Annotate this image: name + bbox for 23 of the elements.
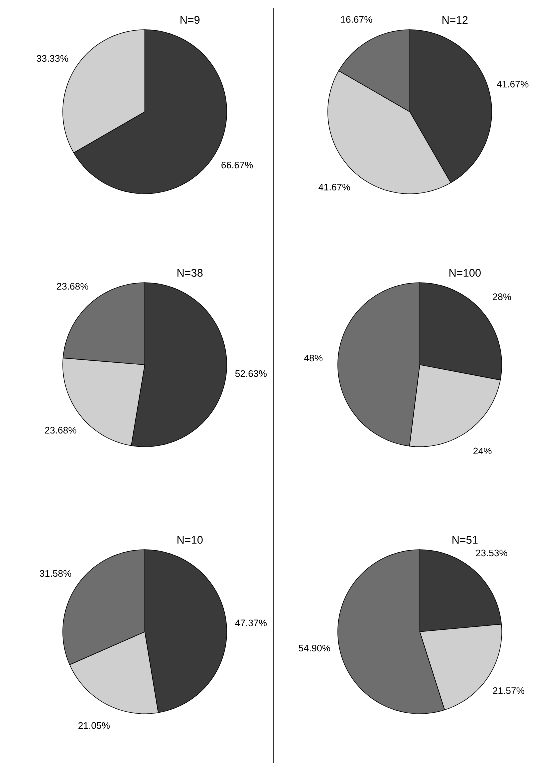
data-label: 41.67%: [497, 81, 529, 88]
data-label: 23.53%: [476, 550, 508, 557]
chart-title: N=38: [178, 269, 203, 278]
chart-title: N=9: [180, 16, 200, 24]
data-label: 31.58%: [40, 570, 72, 578]
data-label: 54.90%: [298, 644, 330, 652]
data-label: 33.33%: [36, 55, 68, 62]
chart-title: N=10: [178, 536, 203, 544]
data-label: 21.57%: [493, 688, 525, 694]
data-label: 23.68%: [45, 427, 77, 434]
data-label: 24%: [474, 448, 492, 455]
data-label: 66.67%: [222, 162, 254, 169]
data-label: 47.37%: [235, 620, 267, 627]
data-label: 23.68%: [57, 283, 89, 290]
chart-title: N=51: [452, 536, 478, 544]
chart-title: N=12: [442, 16, 468, 24]
data-label: 41.67%: [318, 184, 350, 191]
data-label: 28%: [493, 294, 512, 300]
data-label: 48%: [304, 354, 323, 362]
chart-title: N=100: [450, 269, 481, 278]
data-label: 16.67%: [341, 16, 372, 24]
data-label: 52.63%: [236, 370, 267, 378]
data-label: 21.05%: [78, 722, 110, 730]
